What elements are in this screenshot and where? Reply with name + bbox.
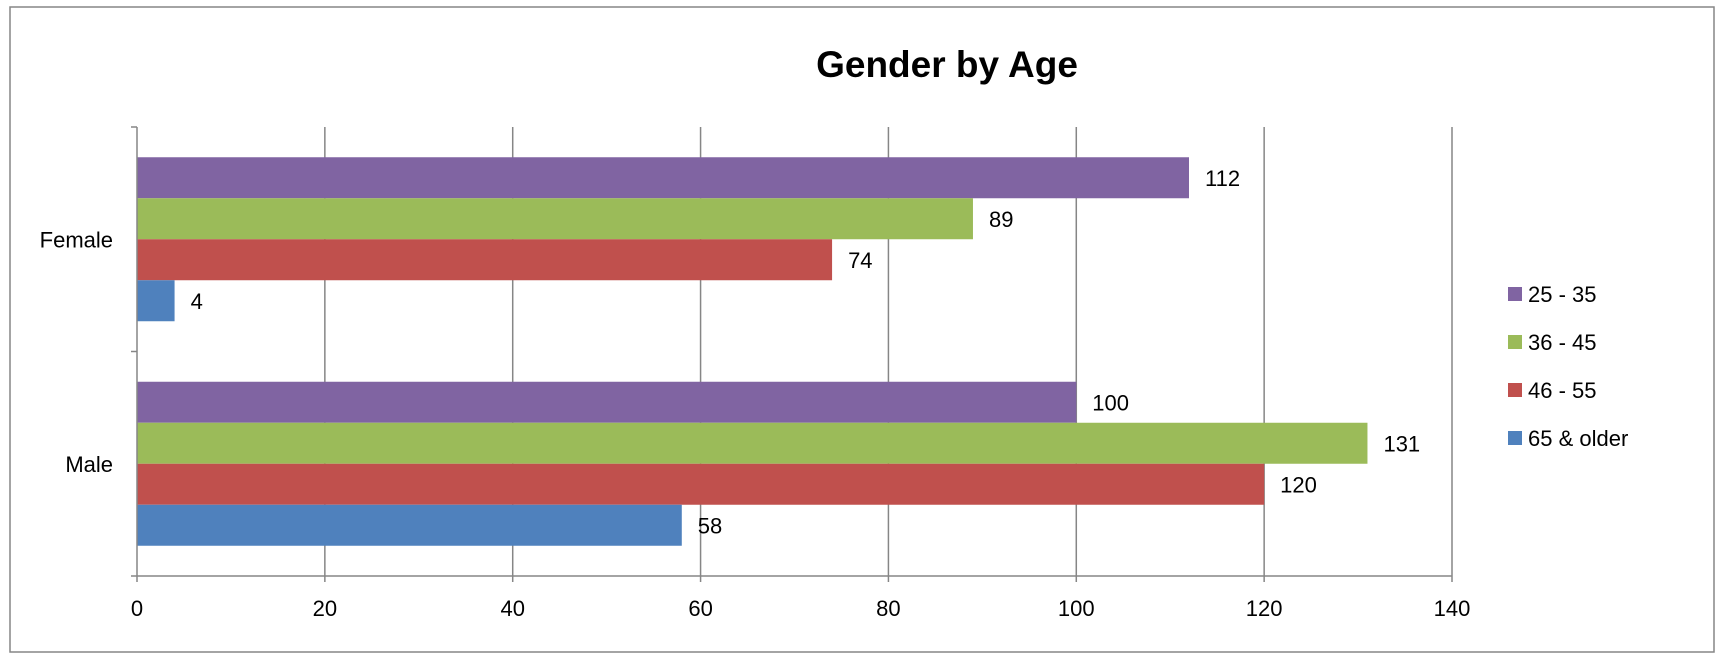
x-tick-label: 60 bbox=[688, 596, 712, 621]
category-label: Female bbox=[40, 227, 113, 252]
bar bbox=[137, 157, 1189, 199]
category-label: Male bbox=[65, 452, 113, 477]
data-labels: 112 89 74 4 100 131 120 58 bbox=[191, 166, 1421, 539]
legend-label: 65 & older bbox=[1528, 426, 1628, 451]
data-label: 89 bbox=[989, 207, 1013, 232]
data-label: 74 bbox=[848, 248, 872, 273]
bar bbox=[137, 280, 175, 322]
legend-swatch bbox=[1508, 383, 1522, 397]
axes: 0 20 40 60 80 100 120 140 Female Male bbox=[40, 126, 1471, 621]
data-label: 112 bbox=[1205, 166, 1240, 191]
x-tick-label: 100 bbox=[1058, 596, 1095, 621]
bar bbox=[137, 504, 682, 546]
legend-label: 36 - 45 bbox=[1528, 330, 1597, 355]
chart-title: Gender by Age bbox=[816, 44, 1078, 85]
x-tick-label: 120 bbox=[1246, 596, 1283, 621]
x-tick-label: 80 bbox=[876, 596, 900, 621]
legend-swatch bbox=[1508, 431, 1522, 445]
bars bbox=[137, 157, 1368, 546]
x-tick-label: 20 bbox=[313, 596, 337, 621]
chart-border bbox=[9, 6, 1715, 653]
bar bbox=[137, 381, 1077, 423]
legend: 25 - 35 36 - 45 46 - 55 65 & older bbox=[1508, 282, 1628, 451]
bar bbox=[137, 239, 833, 281]
data-label: 58 bbox=[698, 513, 722, 538]
x-tick-label: 140 bbox=[1434, 596, 1471, 621]
data-label: 100 bbox=[1092, 390, 1129, 415]
legend-swatch bbox=[1508, 335, 1522, 349]
legend-swatch bbox=[1508, 287, 1522, 301]
x-tick-label: 40 bbox=[500, 596, 524, 621]
data-label: 131 bbox=[1383, 431, 1420, 456]
data-label: 120 bbox=[1280, 472, 1317, 497]
legend-label: 25 - 35 bbox=[1528, 282, 1597, 307]
bar bbox=[137, 422, 1368, 464]
x-tick-label: 0 bbox=[131, 596, 143, 621]
data-label: 4 bbox=[191, 289, 203, 314]
legend-label: 46 - 55 bbox=[1528, 378, 1597, 403]
bar bbox=[137, 198, 973, 240]
bar bbox=[137, 463, 1265, 505]
